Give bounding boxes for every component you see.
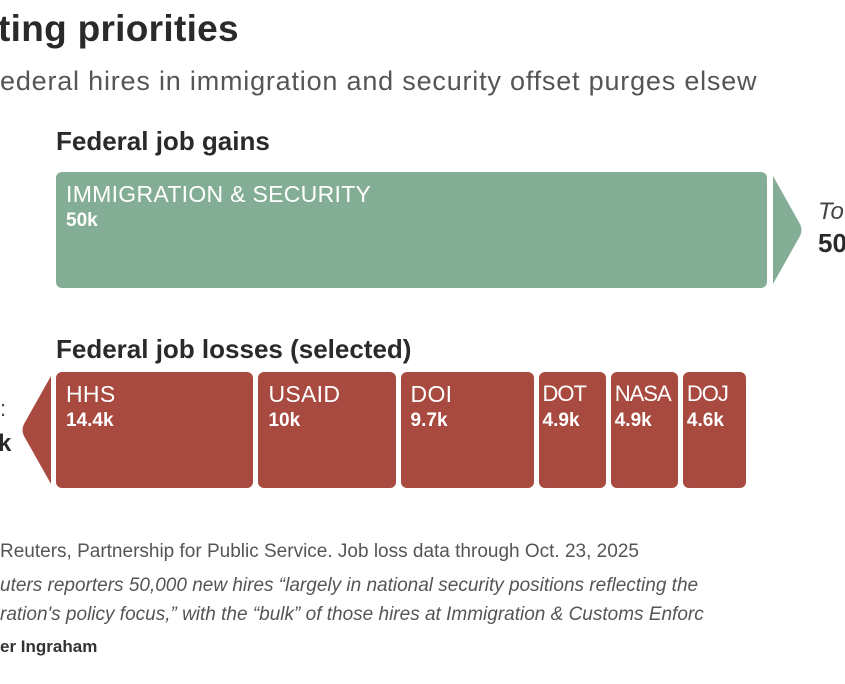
bar-value-label: 4.6k — [686, 410, 724, 431]
bar-label: NASA — [614, 381, 672, 406]
chart-title: ting priorities — [0, 8, 239, 49]
gains-heading: Federal job gains — [56, 126, 270, 156]
bar-doj: DOJ 4.6k — [682, 372, 746, 488]
gains-total-label: To — [818, 198, 844, 225]
bar-doi: DOI 9.7k — [400, 372, 534, 488]
bar-value-label: 9.7k — [410, 410, 448, 431]
footnote-line-2: ration's policy focus,” with the “bulk” … — [0, 604, 704, 625]
bar-nasa: NASA 4.9k — [610, 372, 678, 488]
losses-total-label: : — [0, 396, 7, 421]
bar-label: IMMIGRATION & SECURITY — [66, 181, 372, 207]
bar-value-label: 4.9k — [614, 410, 652, 431]
bar-dot: DOT 4.9k — [538, 372, 606, 488]
bar-value-label: 10k — [268, 410, 301, 431]
losses-arrow — [22, 376, 51, 484]
losses-total-value: k — [0, 430, 12, 457]
chart-subtitle: ederal hires in immigration and security… — [0, 66, 758, 96]
bar-immigration-security: IMMIGRATION & SECURITY 50k — [56, 172, 767, 288]
bar-value-label: 50k — [66, 210, 98, 231]
bar-label: DOJ — [686, 381, 729, 406]
gains-arrow — [773, 176, 802, 284]
bar-value-label: 14.4k — [66, 410, 114, 431]
bar-hhs: HHS 14.4k — [56, 372, 254, 488]
bar-label: DOI — [410, 381, 453, 407]
source-note: Reuters, Partnership for Public Service.… — [0, 541, 639, 562]
bar-label: USAID — [268, 381, 341, 407]
gains-arrow-shape — [773, 176, 802, 284]
bar-usaid: USAID 10k — [258, 372, 396, 488]
credit: er Ingraham — [0, 637, 98, 656]
losses-arrow-shape — [22, 376, 51, 484]
bar-label: HHS — [66, 381, 116, 407]
bar-label: DOT — [542, 381, 587, 406]
footnote-line-1: uters reporters 50,000 new hires “largel… — [0, 575, 699, 596]
gains-total-value: 50 — [818, 228, 845, 258]
bar-value-label: 4.9k — [542, 410, 580, 431]
losses-heading: Federal job losses (selected) — [56, 334, 412, 364]
